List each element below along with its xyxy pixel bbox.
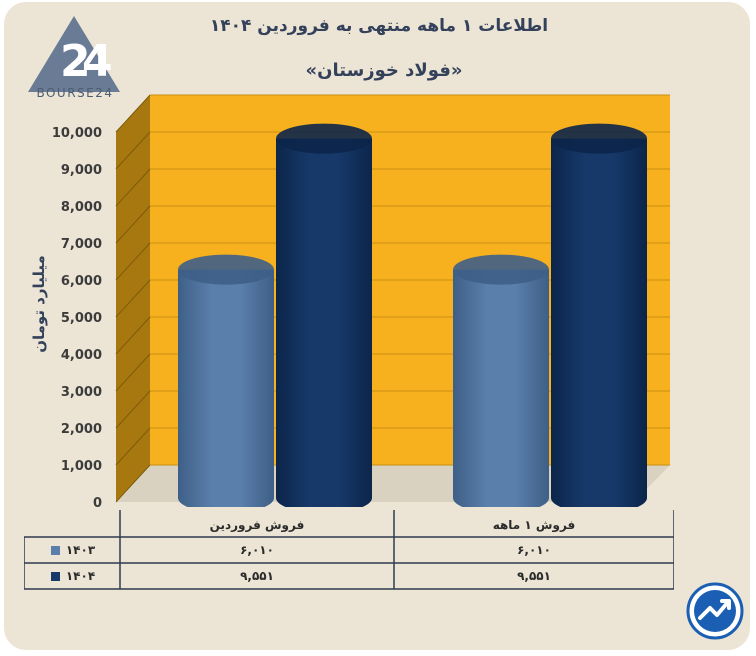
side-gridline: [115, 390, 151, 429]
bar-chart: 0 1,000 2,000 3,000 4,000 5,000 6,000 7,000 8,00…: [30, 94, 670, 507]
bar-۱۴۰۳-فروش فروردین: [178, 254, 274, 507]
y-tick-label: 5,000: [61, 311, 102, 326]
table-cell-1403-farvardin: ۶,۰۱۰: [240, 543, 274, 557]
bars: [178, 123, 647, 507]
y-axis-label: میلیارد تومان: [30, 255, 48, 353]
svg-text:4: 4: [82, 36, 113, 87]
y-tick-label: 3,000: [61, 385, 102, 400]
side-gridline: [115, 242, 151, 281]
bourse24-logo-icon: 2 4: [28, 16, 120, 92]
table-row-1404: ۱۴۰۴: [28, 569, 118, 583]
table-cell-1404-farvardin: ۹,۵۵۱: [240, 569, 274, 583]
page-subtitle: «فولاد خوزستان»: [305, 60, 463, 81]
y-tick-label: 8,000: [61, 200, 102, 215]
side-gridline: [115, 131, 151, 170]
side-gridline: [115, 353, 151, 392]
y-tick-label: 1,000: [61, 459, 102, 474]
table-cell-1404-1-month: ۹,۵۵۱: [517, 569, 551, 583]
table-grid: [24, 510, 674, 590]
y-tick-label: 2,000: [61, 422, 102, 437]
side-gridline: [115, 94, 151, 133]
page-title: اطلاعات ۱ ماهه منتهی به فروردین ۱۴۰۴: [209, 16, 549, 36]
y-tick-label: 0: [93, 496, 102, 507]
svg-text:2: 2: [60, 36, 91, 87]
report-card: 2 4 BOURSE24 اطلاعات ۱ ماهه منتهی به فرو…: [4, 2, 750, 650]
side-gridline: [115, 279, 151, 318]
bar-۱۴۰۴-فروش ۱ ماهه: [551, 123, 647, 507]
side-gridline: [115, 205, 151, 244]
side-gridline: [115, 427, 151, 466]
side-gridline: [115, 316, 151, 355]
table-cell-1403-1-month: ۶,۰۱۰: [517, 543, 551, 557]
table-row-1403: ۱۴۰۳: [28, 543, 118, 557]
y-tick-label: 10,000: [52, 126, 102, 141]
legend-label-1404: ۱۴۰۴: [65, 569, 96, 583]
side-gridline: [115, 464, 151, 503]
table-header-farvardin: فروش فروردین: [209, 518, 305, 532]
y-tick-label: 7,000: [61, 237, 102, 252]
side-gridline: [115, 168, 151, 207]
legend-swatch-1404: [50, 572, 60, 581]
trend-arrow-icon: [686, 582, 744, 640]
table-header-1-month: فروش ۱ ماهه: [492, 518, 576, 532]
y-axis-ticks: 0 1,000 2,000 3,000 4,000 5,000 6,000 7,000 8,00…: [52, 126, 102, 507]
bar-۱۴۰۴-فروش فروردین: [276, 123, 372, 507]
legend-label-1403: ۱۴۰۳: [65, 543, 96, 557]
y-tick-label: 6,000: [61, 274, 102, 289]
legend-swatch-1403: [50, 546, 60, 555]
logo-wordmark: BOURSE24: [36, 86, 114, 100]
y-tick-label: 4,000: [61, 348, 102, 363]
bar-۱۴۰۳-فروش ۱ ماهه: [453, 254, 549, 507]
y-tick-label: 9,000: [61, 163, 102, 178]
